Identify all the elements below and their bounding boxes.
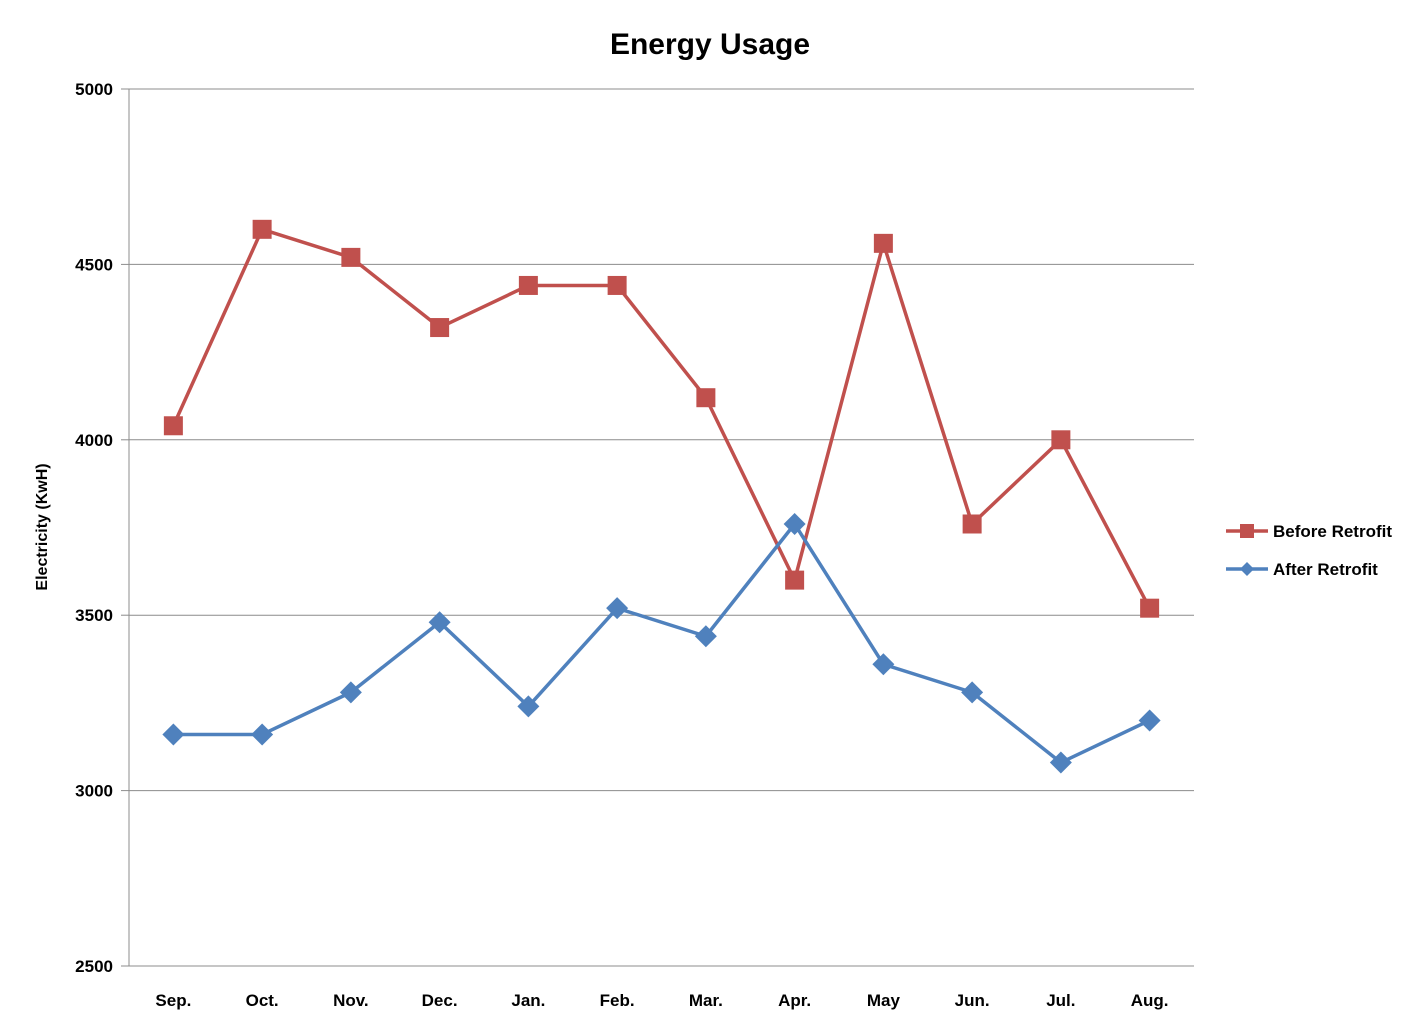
x-tick-label: Jun. (955, 991, 990, 1010)
legend-marker (1240, 562, 1254, 576)
x-tick-label: Aug. (1131, 991, 1169, 1010)
data-point-after-retrofit (694, 625, 717, 648)
data-point-before-retrofit (341, 247, 361, 267)
x-tick-label: Jan. (511, 991, 545, 1010)
y-tick-labels: 2500 3000 3500 4000 4500 5000 (75, 80, 113, 976)
data-point-after-retrofit (872, 653, 895, 676)
series-line-after-retrofit (173, 522, 1151, 765)
x-tick-label: Jul. (1046, 991, 1075, 1010)
x-tick-label: Oct. (246, 991, 279, 1010)
series-after-retrofit (162, 512, 1161, 774)
chart-title: Energy Usage (610, 28, 810, 61)
gridlines (129, 88, 1194, 967)
data-point-after-retrofit (162, 723, 185, 746)
data-point-after-retrofit (339, 681, 362, 704)
legend-item-after-retrofit: After Retrofit (1226, 560, 1378, 579)
y-tick-label: 4500 (75, 255, 113, 274)
legend-label: After Retrofit (1273, 560, 1378, 579)
y-tick-label: 4000 (75, 431, 113, 450)
data-point-after-retrofit (606, 597, 629, 620)
series-group (162, 219, 1161, 774)
x-tick-label: May (867, 991, 901, 1010)
data-point-before-retrofit (696, 388, 716, 408)
y-tick-label: 2500 (75, 957, 113, 976)
x-tick-label: Dec. (422, 991, 458, 1010)
data-point-before-retrofit (252, 219, 272, 239)
series-line-before-retrofit (171, 227, 1152, 609)
data-point-before-retrofit (163, 416, 183, 436)
data-point-before-retrofit (962, 514, 982, 534)
data-point-after-retrofit (428, 611, 451, 634)
data-point-after-retrofit (517, 695, 540, 718)
legend-label: Before Retrofit (1273, 522, 1392, 541)
x-tick-label: Apr. (778, 991, 811, 1010)
data-point-before-retrofit (785, 570, 805, 590)
x-tick-label: Feb. (600, 991, 635, 1010)
data-point-before-retrofit (1051, 430, 1071, 450)
legend: Before Retrofit After Retrofit (1226, 522, 1392, 579)
y-tick-label: 3000 (75, 782, 113, 801)
data-point-before-retrofit (430, 318, 450, 338)
y-axis-label: Electricity (KwH) (34, 463, 51, 590)
data-point-before-retrofit (873, 233, 893, 253)
data-point-before-retrofit (1140, 598, 1160, 618)
x-tick-label: Sep. (155, 991, 191, 1010)
data-point-after-retrofit (1138, 709, 1161, 732)
legend-item-before-retrofit: Before Retrofit (1226, 522, 1392, 541)
axes (121, 88, 1194, 967)
data-point-after-retrofit (961, 681, 984, 704)
y-tick-label: 3500 (75, 606, 113, 625)
legend-marker (1240, 524, 1254, 538)
x-tick-labels: Sep. Oct. Nov. Dec. Jan. Feb. Mar. Apr. May Jun. J… (155, 991, 1168, 1010)
y-tick-label: 5000 (75, 80, 113, 99)
data-point-after-retrofit (251, 723, 274, 746)
data-point-after-retrofit (783, 512, 806, 535)
series-before-retrofit (163, 219, 1160, 618)
data-point-after-retrofit (1049, 751, 1072, 774)
x-tick-label: Mar. (689, 991, 723, 1010)
data-point-before-retrofit (518, 275, 538, 295)
data-point-before-retrofit (607, 275, 627, 295)
x-tick-label: Nov. (333, 991, 369, 1010)
